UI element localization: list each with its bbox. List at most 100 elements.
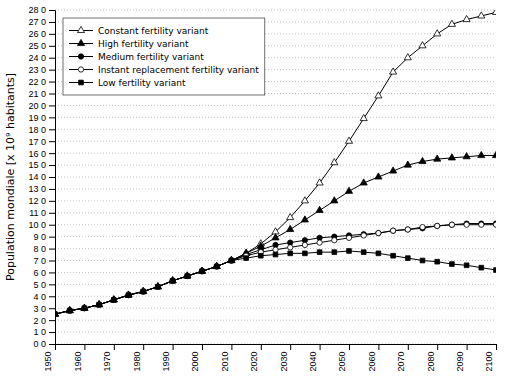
marker [67, 308, 72, 313]
marker [66, 306, 73, 312]
tick: 20 0 [28, 101, 55, 111]
marker [111, 298, 116, 303]
legend-item: Medium fertility variant [69, 52, 204, 62]
legend-label: Constant fertility variant [98, 26, 209, 36]
grid-line [55, 200, 496, 201]
tick-label: 24 0 [28, 53, 46, 63]
tick-label: 7 0 [33, 256, 46, 266]
marker [82, 306, 87, 311]
marker [110, 296, 117, 302]
tick-label: 4 0 [33, 292, 46, 302]
legend-marker [78, 67, 83, 72]
legend-marker [79, 80, 84, 85]
marker [170, 278, 175, 283]
marker [141, 289, 146, 294]
marker [184, 272, 191, 278]
tick-mark [49, 94, 55, 95]
marker [332, 238, 337, 243]
marker [390, 167, 397, 173]
tick-mark [49, 46, 55, 47]
tick-label: 21 0 [28, 89, 46, 99]
legend-item: High fertility variant [69, 39, 189, 49]
marker [169, 277, 176, 283]
tick: 21 0 [28, 89, 55, 99]
legend-box [63, 18, 265, 95]
marker [360, 179, 367, 185]
marker [125, 291, 132, 297]
marker [390, 228, 395, 233]
tick-mark [49, 70, 55, 71]
marker [199, 269, 204, 274]
marker [302, 242, 307, 247]
marker [391, 253, 396, 258]
tick-label: 15 0 [28, 160, 46, 170]
tick-label: 2040 [308, 351, 318, 371]
tick-mark [49, 165, 55, 166]
marker [81, 304, 88, 310]
marker [200, 269, 205, 274]
marker [345, 187, 352, 193]
tick-label: 12 0 [28, 196, 46, 206]
tick: 15 0 [28, 160, 55, 170]
marker [492, 151, 496, 157]
marker [141, 289, 146, 294]
marker [55, 312, 58, 317]
marker [82, 306, 87, 311]
marker [288, 251, 293, 256]
marker [479, 265, 484, 270]
tick-mark [231, 344, 232, 350]
marker [435, 223, 440, 228]
marker [214, 264, 219, 269]
series [55, 151, 496, 316]
tick: 8 0 [33, 244, 55, 254]
tick-mark [114, 344, 115, 350]
marker [435, 223, 440, 228]
grid-line [55, 224, 496, 225]
tick: 2080 [426, 344, 438, 371]
legend-marker [77, 26, 84, 32]
tick: 26 0 [28, 29, 55, 39]
marker [464, 222, 469, 227]
marker [154, 283, 161, 289]
chart: 1950196019701980199020002010202020302040… [0, 0, 511, 384]
marker [434, 155, 441, 161]
marker [404, 161, 411, 167]
tick: 2090 [455, 344, 467, 371]
marker [419, 157, 426, 163]
marker [273, 252, 278, 257]
tick-mark [49, 344, 55, 345]
series [55, 10, 496, 316]
tick-label: 2000 [190, 351, 200, 371]
marker [198, 267, 205, 273]
series [55, 222, 496, 317]
tick-mark [49, 189, 55, 190]
tick-mark [261, 344, 262, 350]
grid-line [55, 117, 496, 118]
marker [198, 267, 205, 273]
tick: 2020 [249, 344, 261, 371]
tick-mark [84, 344, 85, 350]
marker [435, 259, 440, 264]
tick: 6 0 [33, 268, 55, 278]
marker [464, 263, 469, 268]
tick-label: 25 0 [28, 41, 46, 51]
marker [273, 247, 278, 252]
marker [479, 222, 484, 227]
legend-label: Medium fertility variant [98, 52, 204, 62]
tick-label: 1970 [102, 351, 112, 371]
legend-item: Low fertility variant [69, 78, 186, 88]
tick-label: 26 0 [28, 29, 46, 39]
marker [155, 284, 160, 289]
marker [303, 251, 308, 256]
tick: 12 0 [28, 196, 55, 206]
tick-label: 9 0 [33, 232, 46, 242]
axis-title: Population mondiale [x 10⁹ habitants] [4, 73, 17, 281]
tick-label: 16 0 [28, 149, 46, 159]
marker [272, 234, 279, 240]
legend: Constant fertility variant High fertility… [63, 18, 265, 95]
marker [376, 230, 381, 235]
tick-label: 18 0 [28, 125, 46, 135]
marker [82, 306, 87, 311]
tick-label: 19 0 [28, 113, 46, 123]
tick: 2050 [337, 344, 349, 371]
